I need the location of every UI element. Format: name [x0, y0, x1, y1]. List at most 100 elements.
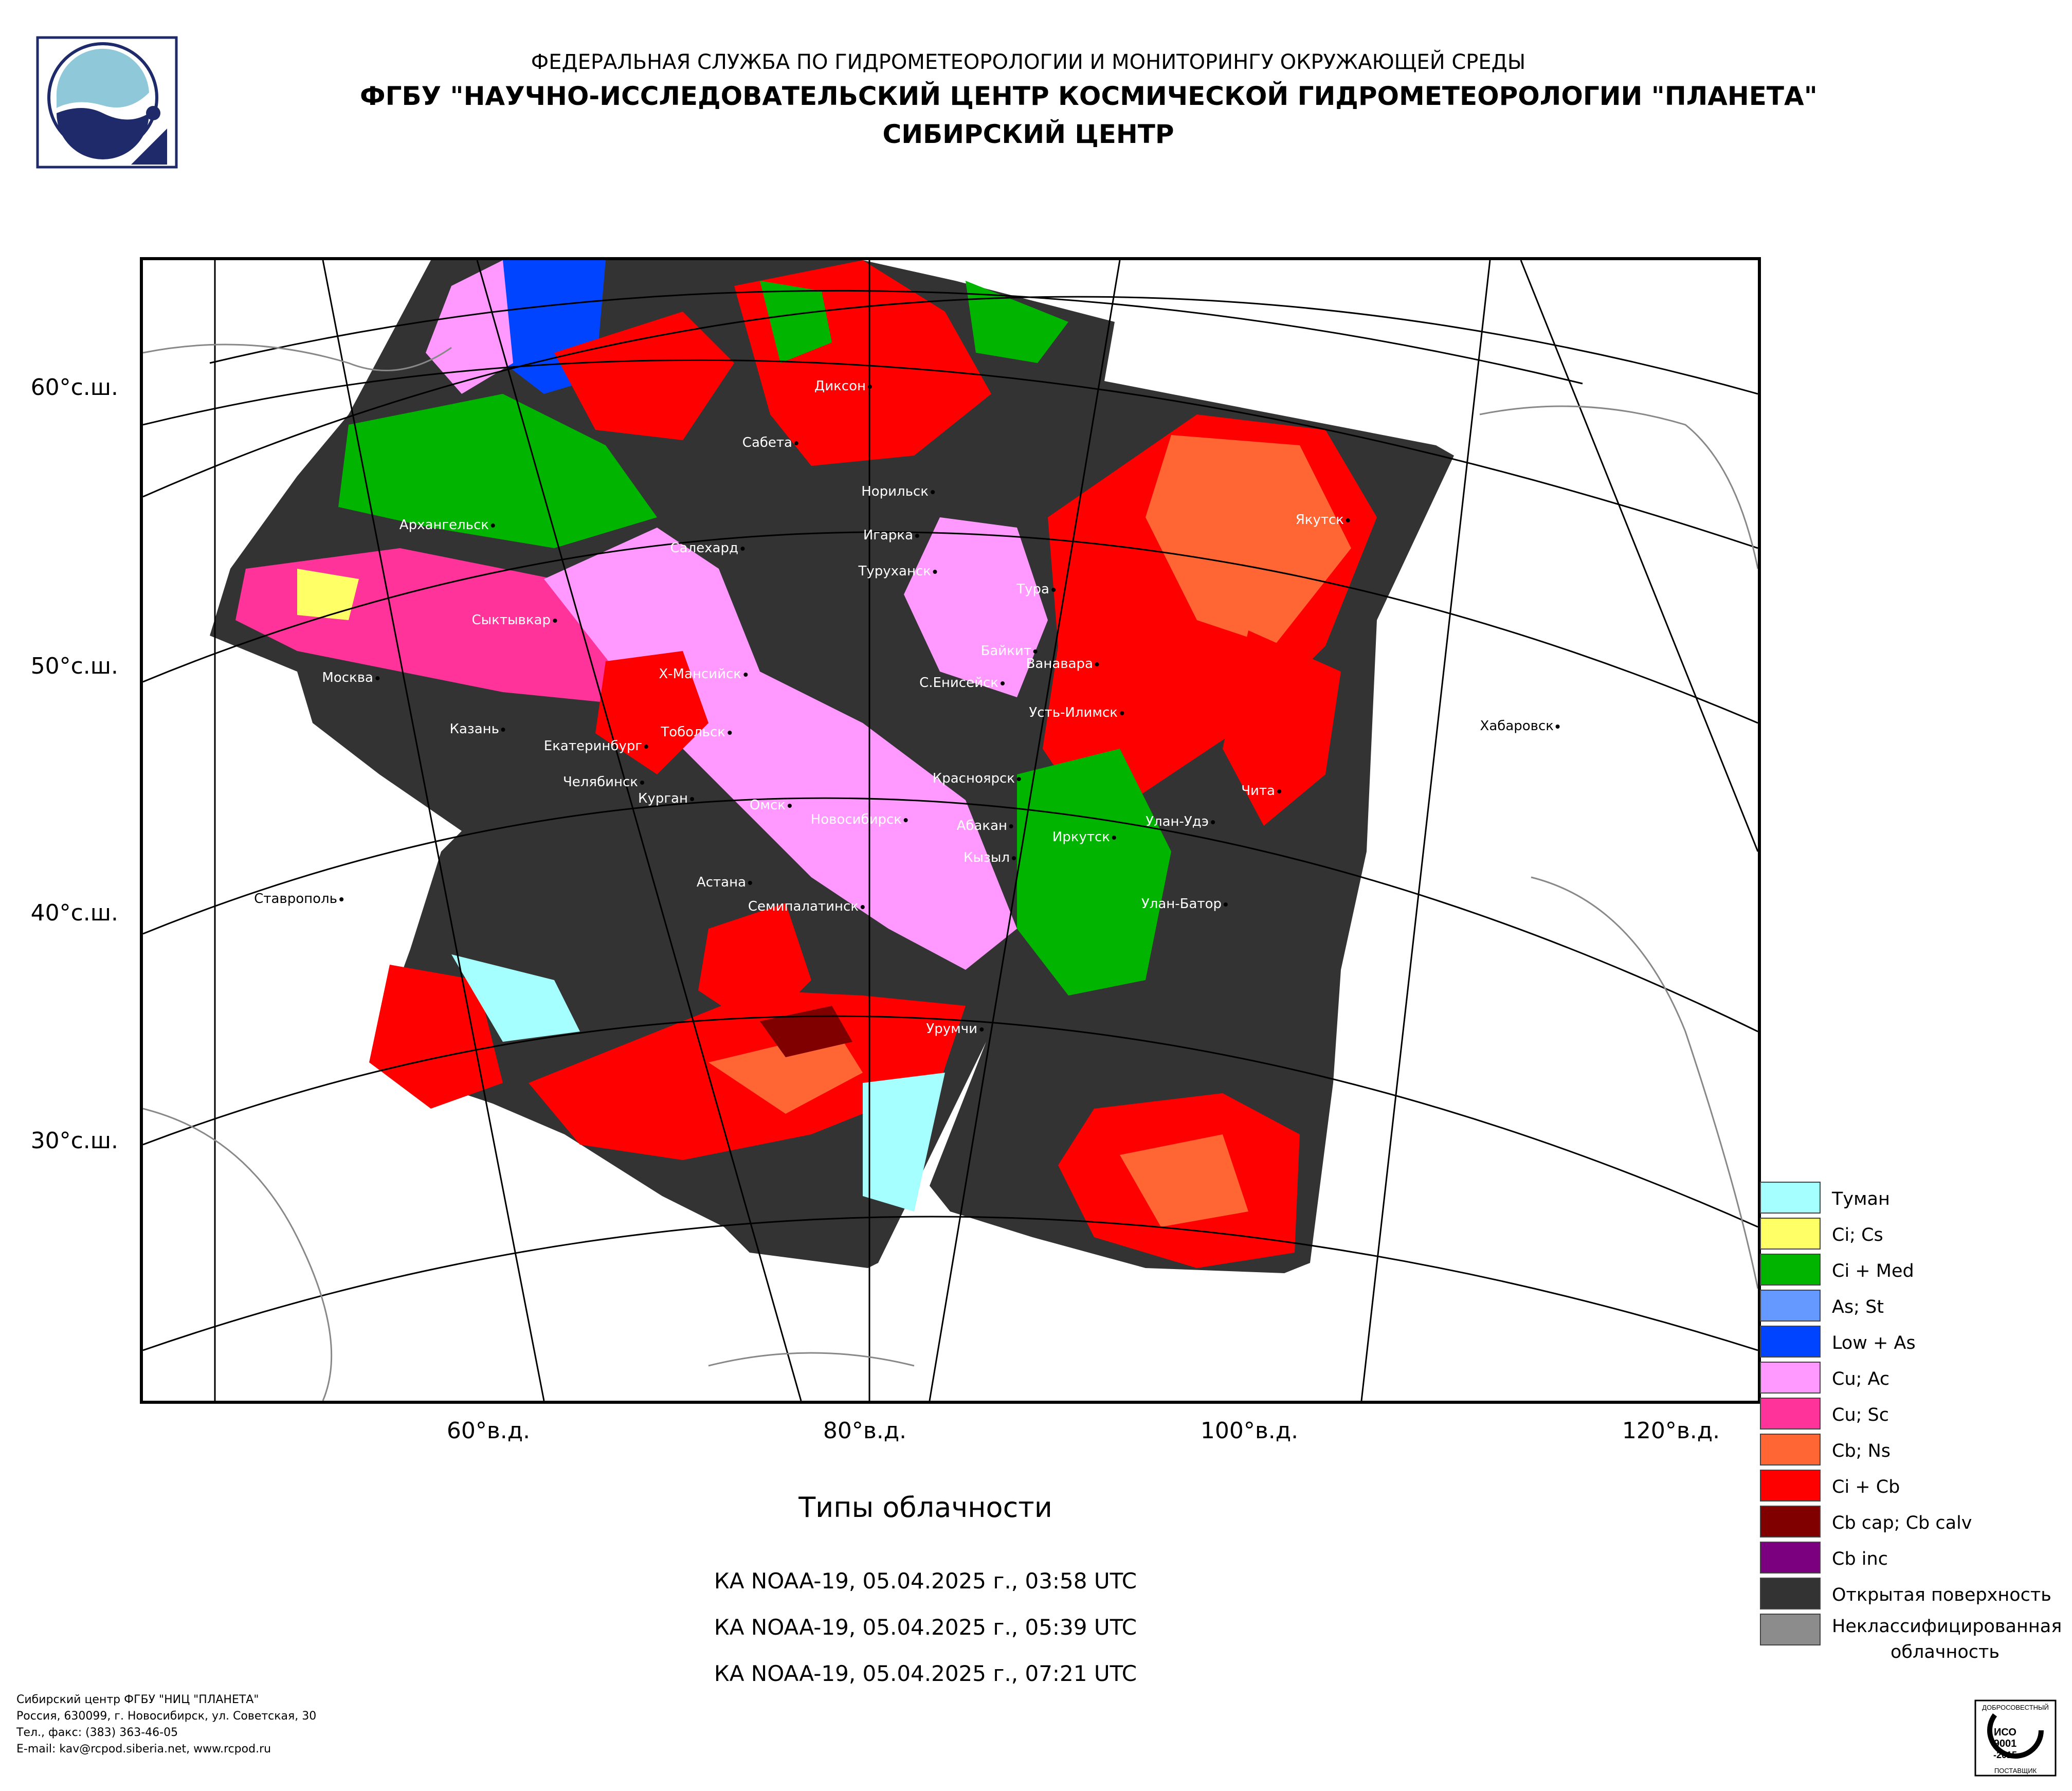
city-marker-icon — [640, 780, 644, 785]
city-marker-icon — [1009, 824, 1013, 828]
legend-swatch — [1760, 1362, 1821, 1394]
city-label: Норильск — [861, 484, 935, 499]
legend-label: As; St — [1832, 1297, 1884, 1317]
lon-label-100: 100°в.д. — [1200, 1418, 1299, 1444]
city-label: Астана — [697, 875, 752, 890]
city-marker-icon — [1346, 518, 1350, 522]
city-marker-icon — [931, 490, 935, 494]
city-marker-icon — [728, 730, 732, 735]
city-marker-icon — [501, 727, 505, 732]
lon-label-60: 60°в.д. — [446, 1418, 531, 1444]
city-label: Иркутск — [1052, 829, 1116, 845]
city-marker-icon — [904, 818, 908, 822]
city-marker-icon — [375, 676, 379, 680]
city-label: Салехард — [670, 540, 744, 556]
city-label: Курган — [638, 791, 694, 806]
legend-label: Cu; Ac — [1832, 1369, 1890, 1389]
city-marker-icon — [339, 897, 343, 901]
city-label: Новосибирск — [811, 812, 908, 827]
lat-label-50: 50°с.ш. — [30, 653, 118, 679]
legend-swatch — [1760, 1434, 1821, 1466]
legend-label: Cb; Ns — [1832, 1441, 1891, 1461]
city-label: Ставрополь — [254, 891, 343, 907]
legend-swatch — [1760, 1542, 1821, 1573]
cert-number: 9001 — [1994, 1738, 2017, 1749]
city-label: Улан-Батор — [1141, 896, 1228, 912]
city-label: С.Енисейск — [919, 675, 1005, 691]
city-marker-icon — [915, 533, 919, 538]
city-label: Урумчи — [926, 1021, 984, 1037]
legend-label: Cb inc — [1832, 1549, 1888, 1569]
city-label: Улан-Удэ — [1146, 814, 1215, 829]
cert-top-text: ДОБРОСОВЕСТНЫЙ — [1982, 1704, 2049, 1711]
legend-label: Ci; Cs — [1832, 1225, 1883, 1245]
city-marker-icon — [1001, 681, 1005, 685]
city-marker-icon — [1112, 835, 1116, 840]
pass-info: КА NOAA-19, 05.04.2025 г., 05:39 UTC — [714, 1615, 1137, 1640]
legend-label: Cu; Sc — [1832, 1405, 1889, 1425]
cloud-type-map: Диксон Сабета Норильск Архангельск Салех… — [140, 257, 1761, 1404]
city-marker-icon — [1277, 789, 1281, 793]
footer-line: Тел., факс: (383) 363-46-05 — [16, 1726, 178, 1739]
planeta-logo-icon — [36, 36, 178, 169]
legend-label: Low + As — [1832, 1333, 1916, 1353]
city-marker-icon — [690, 797, 694, 801]
coastlines — [143, 343, 1758, 1401]
city-marker-icon — [1051, 587, 1056, 592]
city-marker-icon — [794, 441, 798, 445]
legend-label: Ci + Cb — [1832, 1477, 1900, 1497]
city-label: Красноярск — [933, 771, 1021, 786]
city-marker-icon — [979, 1027, 984, 1032]
footer-line: Сибирский центр ФГБУ "НИЦ "ПЛАНЕТА" — [16, 1693, 259, 1706]
lat-label-30: 30°с.ш. — [30, 1128, 118, 1154]
city-label: Тобольск — [661, 725, 732, 740]
pass-info: КА NOAA-19, 05.04.2025 г., 03:58 UTC — [714, 1568, 1137, 1594]
city-label: Москва — [322, 670, 379, 685]
legend-swatch — [1760, 1506, 1821, 1537]
iso-certificate-icon: ДОБРОСОВЕСТНЫЙ ИСО 9001 -2015 ПОСТАВЩИК — [1974, 1699, 2057, 1777]
city-marker-icon — [933, 569, 937, 574]
city-marker-icon — [861, 904, 865, 909]
footer-line: E-mail: kav@rcpod.siberia.net, www.rcpod… — [16, 1743, 271, 1756]
legend-swatch — [1760, 1470, 1821, 1501]
city-label: Сыктывкар — [471, 612, 557, 628]
legend-swatch — [1760, 1182, 1821, 1214]
city-label: Сабета — [742, 435, 798, 450]
lon-label-120: 120°в.д. — [1622, 1418, 1720, 1444]
city-label: Екатеринбург — [544, 738, 648, 754]
city-marker-icon — [1211, 820, 1215, 824]
pass-info: КА NOAA-19, 05.04.2025 г., 07:21 UTC — [714, 1661, 1137, 1686]
footer-contacts: Сибирский центр ФГБУ "НИЦ "ПЛАНЕТА" Росс… — [16, 1692, 316, 1758]
cert-year: -2015 — [1993, 1750, 2017, 1760]
city-marker-icon — [740, 546, 744, 551]
city-marker-icon — [743, 672, 748, 677]
cert-bottom-text: ПОСТАВЩИК — [1994, 1767, 2037, 1775]
agency-title: ФЕДЕРАЛЬНАЯ СЛУЖБА ПО ГИДРОМЕТЕОРОЛОГИИ … — [531, 50, 1526, 74]
city-label: Абакан — [957, 818, 1013, 834]
footer-line: Россия, 630099, г. Новосибирск, ул. Сове… — [16, 1710, 317, 1723]
cert-standard: ИСО — [1994, 1727, 2016, 1738]
city-label: Архангельск — [399, 517, 495, 533]
legend-swatch — [1760, 1398, 1821, 1430]
city-marker-icon — [1556, 724, 1560, 729]
city-marker-icon — [1095, 662, 1099, 666]
city-marker-icon — [553, 618, 557, 623]
city-marker-icon — [1012, 856, 1016, 860]
city-label: Байкит — [981, 643, 1038, 659]
city-label: Ванавара — [1026, 656, 1099, 672]
legend-label: Открытая поверхность — [1832, 1585, 2051, 1605]
city-label: Чита — [1241, 783, 1281, 799]
legend-swatch — [1760, 1218, 1821, 1250]
legend-swatch — [1760, 1614, 1821, 1645]
legend-label: Cb cap; Cb calv — [1832, 1513, 1972, 1533]
city-marker-icon — [748, 880, 752, 885]
city-marker-icon — [1033, 649, 1038, 654]
city-label: Диксон — [814, 378, 872, 394]
city-marker-icon — [788, 803, 792, 808]
city-marker-icon — [1224, 902, 1228, 907]
graticule — [143, 260, 1758, 1401]
legend-swatch — [1760, 1290, 1821, 1322]
map-subtitle: Типы облачности — [798, 1491, 1052, 1524]
city-label: Якутск — [1296, 512, 1350, 528]
legend-label: Туман — [1832, 1189, 1890, 1209]
